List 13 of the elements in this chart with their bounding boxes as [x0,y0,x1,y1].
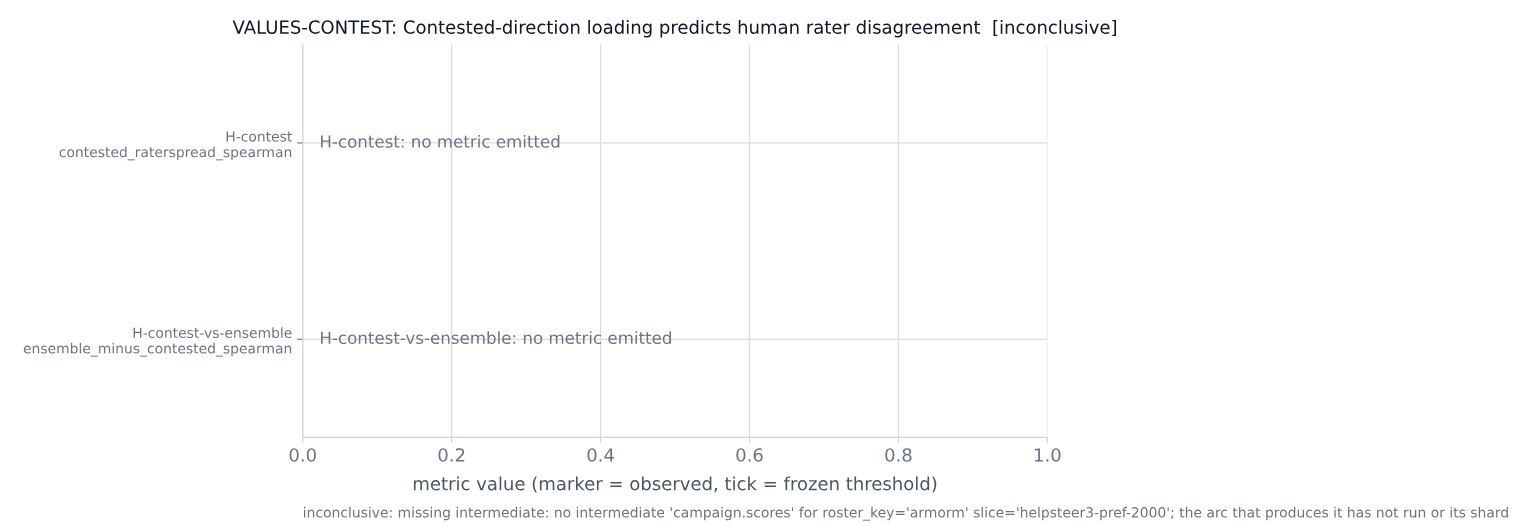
x-tick-label: 0.2 [438,448,465,462]
x-tick-label: 0.0 [289,448,316,462]
x-tick-label: 0.4 [587,448,614,462]
annotation: H-contest: no metric emitted [321,134,560,148]
text: inconclusive: missing intermediate: no intermediate 'campaign.scores' for roster_key='armorm' slice='helpsteer3-pref-2000'; the arc that produces it has not run or its shard [304,506,1508,521]
annotation: H-contest-vs-ensemble: no metric emitted [321,331,671,345]
y-tick-label: H-contest-vs-ensemble ensemble_minus_contested_spearman [23,327,292,357]
x-tick-label: 1.0 [1034,448,1061,462]
x-tick-label: 0.8 [885,448,912,462]
chart-title: VALUES-CONTEST: Contested-direction loading predicts human rater disagreement [inconclusive] [232,19,1117,38]
x-axis-title: metric value (marker = observed, tick = frozen threshold) [413,476,937,493]
x-tick-label: 0.6 [736,448,763,462]
y-tick-label: H-contest contested_raterspread_spearman [59,131,292,161]
